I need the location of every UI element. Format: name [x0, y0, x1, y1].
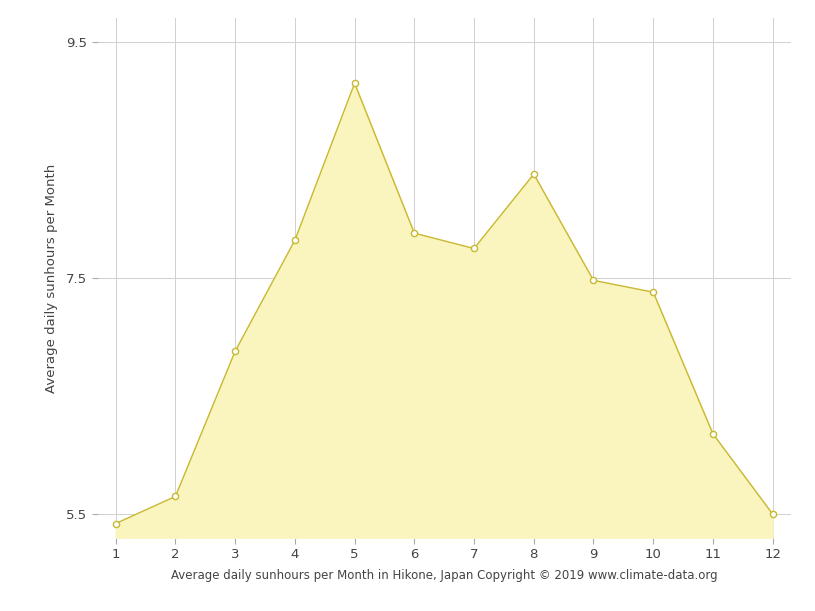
- Point: [646, 287, 659, 297]
- Point: [587, 276, 600, 285]
- Point: [109, 519, 122, 529]
- Point: [527, 169, 540, 179]
- Point: [289, 235, 302, 245]
- Point: [408, 229, 421, 238]
- Point: [229, 346, 242, 356]
- Point: [707, 429, 720, 439]
- Point: [468, 244, 481, 254]
- Point: [766, 509, 779, 519]
- Y-axis label: Average daily sunhours per Month: Average daily sunhours per Month: [45, 163, 58, 393]
- Point: [169, 491, 182, 501]
- X-axis label: Average daily sunhours per Month in Hikone, Japan Copyright © 2019 www.climate-d: Average daily sunhours per Month in Hiko…: [171, 569, 717, 582]
- Point: [348, 78, 361, 88]
